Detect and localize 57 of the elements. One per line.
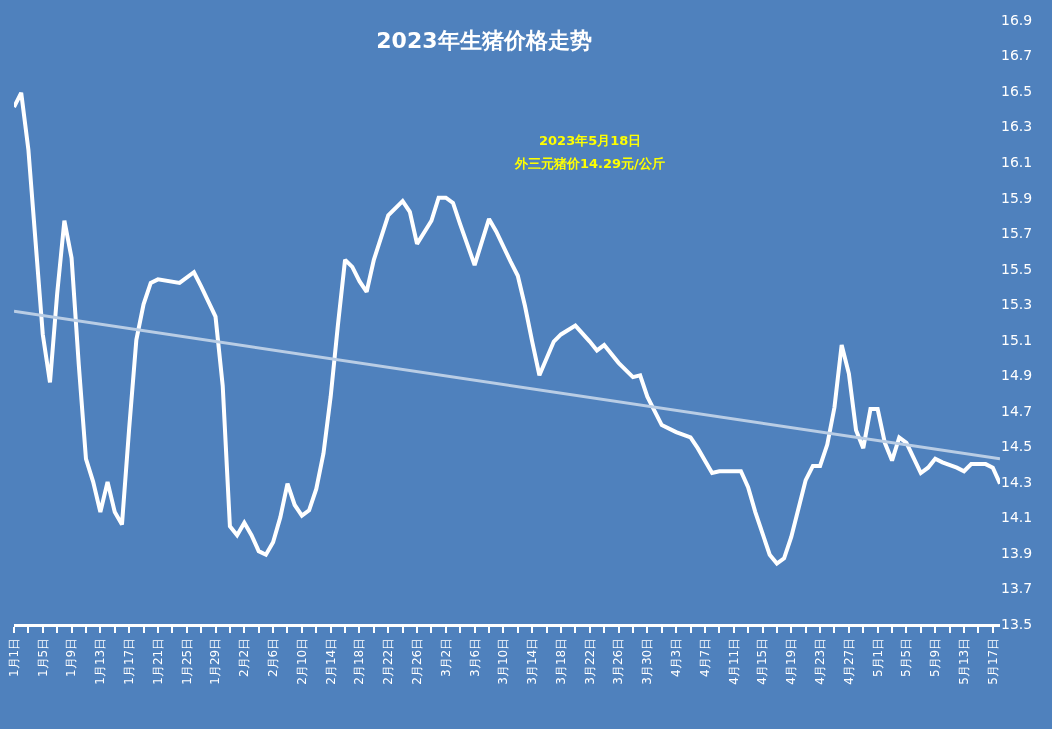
y-tick-label: 14.1 <box>1001 509 1033 526</box>
x-tick-label: 5月5日 <box>899 637 914 678</box>
x-tick-label: 3月26日 <box>611 637 626 685</box>
y-tick-label: 15.1 <box>1001 331 1033 348</box>
x-tick-label: 1月1日 <box>6 637 21 678</box>
x-tick-label: 3月30日 <box>640 637 655 685</box>
annotation: 2023年5月18日 <box>539 133 642 148</box>
x-tick-label: 2月22日 <box>381 637 396 685</box>
x-tick-label: 3月18日 <box>553 637 568 685</box>
y-tick-label: 15.5 <box>1001 260 1033 277</box>
y-tick-label: 13.9 <box>1001 544 1033 561</box>
x-tick-label: 4月19日 <box>784 637 799 685</box>
y-tick-label: 14.9 <box>1001 367 1033 384</box>
x-tick-label: 2月6日 <box>265 637 280 678</box>
y-tick-label: 16.3 <box>1001 118 1033 135</box>
x-tick-label: 4月27日 <box>841 637 856 685</box>
x-tick-label: 2月10日 <box>294 637 309 685</box>
y-tick-label: 16.7 <box>1001 47 1033 64</box>
y-tick-label: 14.3 <box>1001 473 1033 490</box>
y-tick-label: 15.7 <box>1001 225 1033 242</box>
x-tick-label: 4月23日 <box>812 637 827 685</box>
x-tick-label: 2月18日 <box>352 637 367 685</box>
x-tick-label: 5月17日 <box>985 637 1000 685</box>
x-tick-label: 4月11日 <box>726 637 741 685</box>
x-tick-label: 3月2日 <box>438 637 453 678</box>
line-series <box>14 90 1000 566</box>
x-tick-label: 3月14日 <box>525 637 540 685</box>
x-tick-label: 2月26日 <box>409 637 424 685</box>
y-tick-label: 13.7 <box>1001 580 1033 597</box>
y-tick-label: 16.9 <box>1001 11 1033 28</box>
x-tick-label: 2月14日 <box>323 637 338 685</box>
y-tick-label: 15.3 <box>1001 296 1033 313</box>
y-tick-label: 13.5 <box>1001 615 1033 632</box>
x-tick-label: 1月29日 <box>208 637 223 685</box>
x-tick-label: 3月6日 <box>467 637 482 678</box>
x-tick-label: 1月21日 <box>150 637 165 685</box>
chart-title: 2023年生猪价格走势 <box>376 28 592 54</box>
x-tick-label: 1月25日 <box>179 637 194 685</box>
x-tick-label: 5月1日 <box>870 637 885 678</box>
x-tick-label: 3月22日 <box>582 637 597 685</box>
annotation: 外三元猪价14.29元/公斤 <box>514 156 665 171</box>
x-tick-label: 1月5日 <box>35 637 50 678</box>
x-tick-label: 2月2日 <box>237 637 252 678</box>
x-tick-label: 1月13日 <box>93 637 108 685</box>
x-tick-label: 5月13日 <box>956 637 971 685</box>
x-tick-label: 4月7日 <box>697 637 712 678</box>
y-tick-label: 14.5 <box>1001 438 1033 455</box>
x-tick-label: 3月10日 <box>496 637 511 685</box>
x-tick-label: 4月15日 <box>755 637 770 685</box>
x-tick-label: 1月17日 <box>122 637 137 685</box>
x-tick-label: 1月9日 <box>64 637 79 678</box>
y-tick-label: 14.7 <box>1001 402 1033 419</box>
x-tick-label: 5月9日 <box>928 637 943 678</box>
x-tick-label: 4月3日 <box>669 637 684 678</box>
y-tick-label: 16.1 <box>1001 154 1033 171</box>
y-tick-label: 15.9 <box>1001 189 1033 206</box>
y-tick-label: 16.5 <box>1001 82 1033 99</box>
